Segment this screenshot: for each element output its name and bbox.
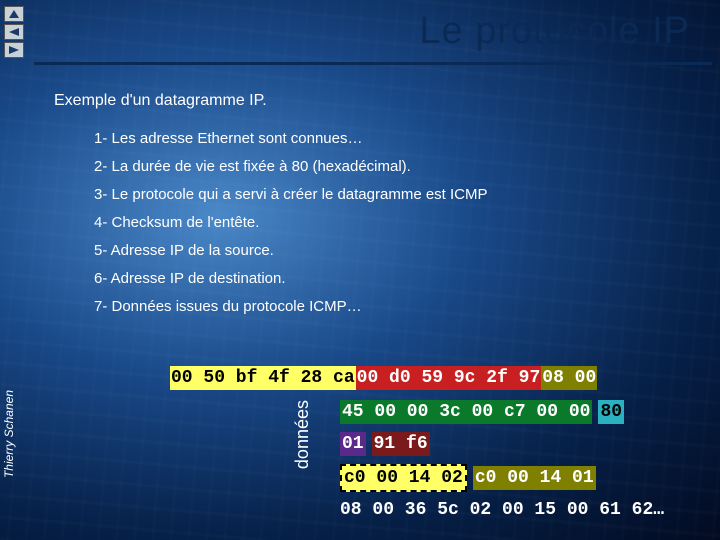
hex-ethernet-row: 00 50 bf 4f 28 ca 00 d0 59 9c 2f 97 08 0… xyxy=(170,366,597,390)
nav-buttons xyxy=(4,6,24,58)
nav-up-button[interactable] xyxy=(4,6,24,22)
page-title: Le protocole IP xyxy=(419,10,690,53)
list-item: 4- Checksum de l'entête. xyxy=(94,214,488,231)
list-item: 5- Adresse IP de la source. xyxy=(94,242,488,259)
hex-icmp-data: 08 00 36 5c 02 00 15 00 61 62… xyxy=(340,500,664,520)
chevron-right-icon xyxy=(8,45,20,55)
hex-ip-header: 45 00 00 3c 00 c7 00 00 xyxy=(340,400,592,424)
list-item: 1- Les adresse Ethernet sont connues… xyxy=(94,130,488,147)
chevron-up-icon xyxy=(8,9,20,19)
nav-right-button[interactable] xyxy=(4,42,24,58)
list-item: 2- La durée de vie est fixée à 80 (hexad… xyxy=(94,158,488,175)
hex-src-mac: 00 d0 59 9c 2f 97 xyxy=(356,366,542,390)
hex-dst-ip: c0 00 14 01 xyxy=(473,466,596,490)
data-row: c0 00 14 02 c0 00 14 01 xyxy=(340,464,664,492)
hex-protocol: 01 xyxy=(340,432,366,456)
nav-left-button[interactable] xyxy=(4,24,24,40)
chevron-left-icon xyxy=(8,27,20,37)
title-divider xyxy=(34,62,712,65)
hex-ttl: 80 xyxy=(598,400,624,424)
bullet-list: 1- Les adresse Ethernet sont connues… 2-… xyxy=(94,130,488,315)
hex-dest-mac: 00 50 bf 4f 28 ca xyxy=(170,366,356,390)
hex-ethertype: 08 00 xyxy=(541,366,597,390)
data-row: 45 00 00 3c 00 c7 00 00 80 xyxy=(340,400,664,424)
data-row: 08 00 36 5c 02 00 15 00 61 62… xyxy=(340,500,664,520)
author-label: Thierry Schanen xyxy=(2,390,16,478)
hex-src-ip: c0 00 14 02 xyxy=(340,464,467,492)
list-item: 6- Adresse IP de destination. xyxy=(94,270,488,287)
hex-checksum: 91 f6 xyxy=(372,432,430,456)
list-item: 3- Le protocole qui a servi à créer le d… xyxy=(94,186,488,203)
data-row: 01 91 f6 xyxy=(340,432,664,456)
data-vertical-label: données xyxy=(292,400,313,469)
list-item: 7- Données issues du protocole ICMP… xyxy=(94,298,488,315)
hex-data-block: 45 00 00 3c 00 c7 00 00 80 01 91 f6 c0 0… xyxy=(340,400,664,520)
subtitle: Exemple d'un datagramme IP. xyxy=(54,92,267,110)
